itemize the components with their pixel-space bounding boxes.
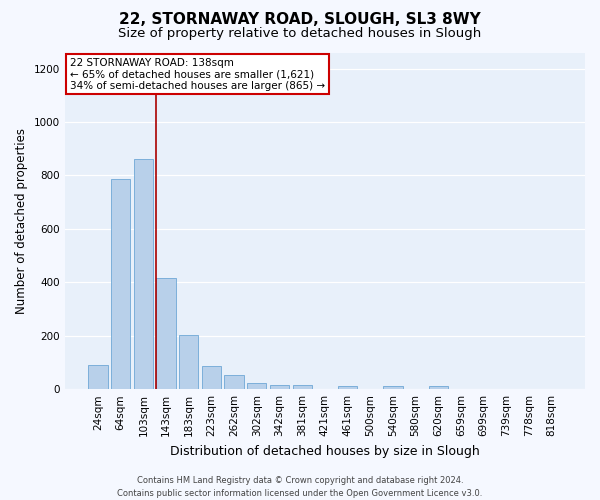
- Y-axis label: Number of detached properties: Number of detached properties: [15, 128, 28, 314]
- Bar: [88, 365, 107, 389]
- Bar: [270, 385, 289, 389]
- Bar: [157, 278, 176, 389]
- Bar: [247, 384, 266, 389]
- Bar: [202, 366, 221, 389]
- Bar: [134, 160, 153, 389]
- Text: Contains HM Land Registry data © Crown copyright and database right 2024.
Contai: Contains HM Land Registry data © Crown c…: [118, 476, 482, 498]
- Bar: [179, 335, 199, 389]
- Text: 22 STORNAWAY ROAD: 138sqm
← 65% of detached houses are smaller (1,621)
34% of se: 22 STORNAWAY ROAD: 138sqm ← 65% of detac…: [70, 58, 325, 91]
- X-axis label: Distribution of detached houses by size in Slough: Distribution of detached houses by size …: [170, 444, 480, 458]
- Bar: [428, 386, 448, 389]
- Bar: [383, 386, 403, 389]
- Bar: [293, 385, 312, 389]
- Text: Size of property relative to detached houses in Slough: Size of property relative to detached ho…: [118, 28, 482, 40]
- Bar: [338, 386, 357, 389]
- Bar: [111, 180, 130, 389]
- Text: 22, STORNAWAY ROAD, SLOUGH, SL3 8WY: 22, STORNAWAY ROAD, SLOUGH, SL3 8WY: [119, 12, 481, 28]
- Bar: [224, 376, 244, 389]
